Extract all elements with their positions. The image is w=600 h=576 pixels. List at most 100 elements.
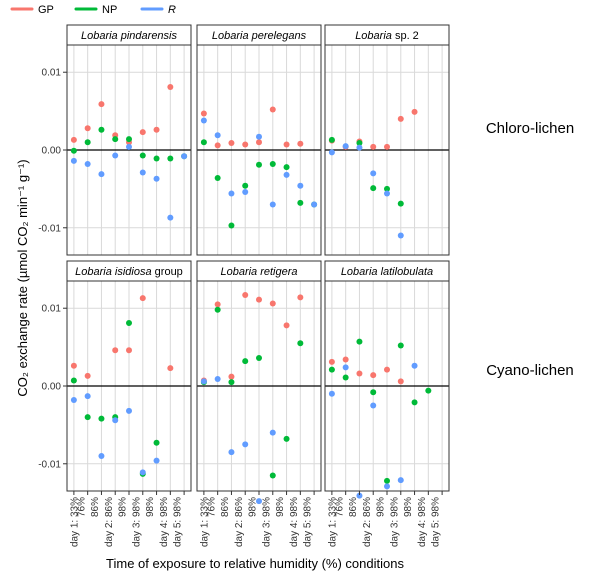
data-point-r — [356, 492, 363, 499]
data-point-np — [242, 182, 249, 189]
data-point-gp — [297, 140, 304, 147]
data-point-np — [283, 435, 290, 442]
data-point-gp — [167, 365, 174, 372]
data-point-r — [98, 171, 105, 178]
data-point-np — [269, 161, 276, 167]
panel-title-species: Lobaria retigera — [220, 266, 297, 278]
data-point-r — [112, 417, 119, 424]
panel-title-species: Lobaria perelegans — [212, 30, 307, 42]
data-point-gp — [397, 115, 404, 122]
data-point-gp — [242, 292, 249, 298]
data-point-r — [328, 390, 335, 397]
data-point-gp — [112, 347, 119, 354]
data-point-np — [84, 414, 91, 421]
panel-title: Lobaria latilobulata — [341, 266, 433, 278]
panel-3: Lobaria sp. 2 — [324, 24, 450, 256]
data-point-gp — [370, 143, 377, 150]
data-point-r — [297, 182, 304, 189]
data-point-np — [153, 439, 160, 446]
data-point-gp — [269, 106, 276, 113]
legend-item-r: R — [140, 4, 176, 16]
data-point-gp — [98, 101, 105, 108]
data-point-gp — [356, 370, 363, 377]
panel-title: Lobaria pindarensis — [81, 30, 178, 42]
data-point-gp — [228, 140, 235, 146]
y-tick-label: -0.01 — [38, 223, 61, 234]
y-tick-label: 0.00 — [42, 146, 62, 157]
data-point-r — [283, 171, 290, 178]
data-point-np — [356, 140, 363, 146]
data-point-np — [384, 477, 390, 484]
data-point-np — [214, 306, 221, 313]
data-point-r — [269, 429, 276, 436]
data-point-np — [370, 185, 377, 192]
panel-title-species: Lobaria — [355, 30, 392, 42]
data-point-np — [269, 472, 276, 479]
panel-title: Lobaria isidiosa group — [75, 266, 183, 278]
data-point-gp — [167, 84, 174, 90]
data-point-r — [397, 477, 404, 484]
data-point-r — [214, 132, 221, 139]
data-point-r — [112, 152, 119, 159]
panel-title-species: Lobaria isidiosa — [75, 266, 151, 278]
data-point-r — [242, 441, 249, 448]
x-tick-label: 86% — [90, 497, 101, 517]
legend-item-gp: GP — [10, 4, 54, 16]
data-point-r — [397, 232, 404, 239]
y-tick-label: 0.00 — [42, 382, 62, 393]
data-point-gp — [256, 296, 262, 303]
x-tick-label: 76% — [334, 497, 345, 517]
legend-item-np: NP — [74, 4, 117, 16]
row-label-1: Chloro-lichen — [486, 120, 574, 137]
data-point-r — [181, 153, 188, 160]
x-tick-label: day 4: 98% — [417, 497, 428, 547]
data-point-np — [370, 389, 377, 396]
data-point-gp — [139, 129, 146, 136]
legend-label: R — [168, 4, 176, 16]
legend-label: GP — [38, 4, 54, 16]
data-point-np — [70, 147, 77, 154]
data-point-gp — [70, 136, 77, 143]
panel-4: Lobaria isidiosa group -0.01 0.00 0.01 day 1… — [38, 260, 192, 547]
panel-2: Lobaria perelegans — [196, 24, 322, 256]
data-point-gp — [283, 141, 290, 148]
data-point-np — [256, 161, 262, 168]
data-point-gp — [269, 300, 276, 307]
data-point-np — [356, 338, 363, 345]
data-point-np — [328, 366, 335, 373]
data-point-r — [167, 214, 174, 221]
data-point-gp — [126, 347, 132, 354]
x-tick-label: 76% — [206, 497, 217, 517]
data-point-np — [297, 340, 304, 347]
data-point-np — [126, 320, 132, 326]
data-point-r — [242, 189, 249, 195]
x-tick-label: day 3: 98% — [261, 497, 272, 547]
x-axis-title: Time of exposure to relative humidity (%… — [106, 556, 404, 571]
x-tick-label: day 3: 98% — [131, 497, 142, 547]
data-point-r — [139, 169, 146, 176]
data-point-r — [200, 378, 207, 385]
x-tick-label: day 3: 98% — [389, 497, 400, 547]
data-point-r — [311, 201, 318, 208]
data-point-np — [139, 152, 146, 159]
data-point-r — [269, 201, 276, 208]
data-point-gp — [297, 294, 304, 301]
x-tick-label: day 4: 98% — [289, 497, 300, 547]
data-point-gp — [214, 142, 221, 149]
row-label-2: Cyano-lichen — [486, 362, 574, 379]
y-axis-title: CO₂ exchange rate (µmol CO₂ min⁻¹ g⁻¹) — [15, 159, 30, 396]
x-tick-label: day 5: 98% — [431, 497, 442, 547]
data-point-np — [167, 155, 174, 162]
panel-title-suffix: sp. 2 — [392, 30, 419, 42]
data-point-r — [384, 190, 390, 197]
data-point-r — [228, 449, 235, 456]
panel-title-species: Lobaria pindarensis — [81, 30, 178, 42]
panel-border — [324, 44, 450, 256]
data-point-r — [126, 143, 132, 150]
data-point-r — [84, 393, 91, 400]
data-point-np — [397, 342, 404, 349]
data-point-r — [256, 498, 262, 505]
x-tick-label: 76% — [76, 497, 87, 517]
data-point-gp — [214, 301, 221, 308]
